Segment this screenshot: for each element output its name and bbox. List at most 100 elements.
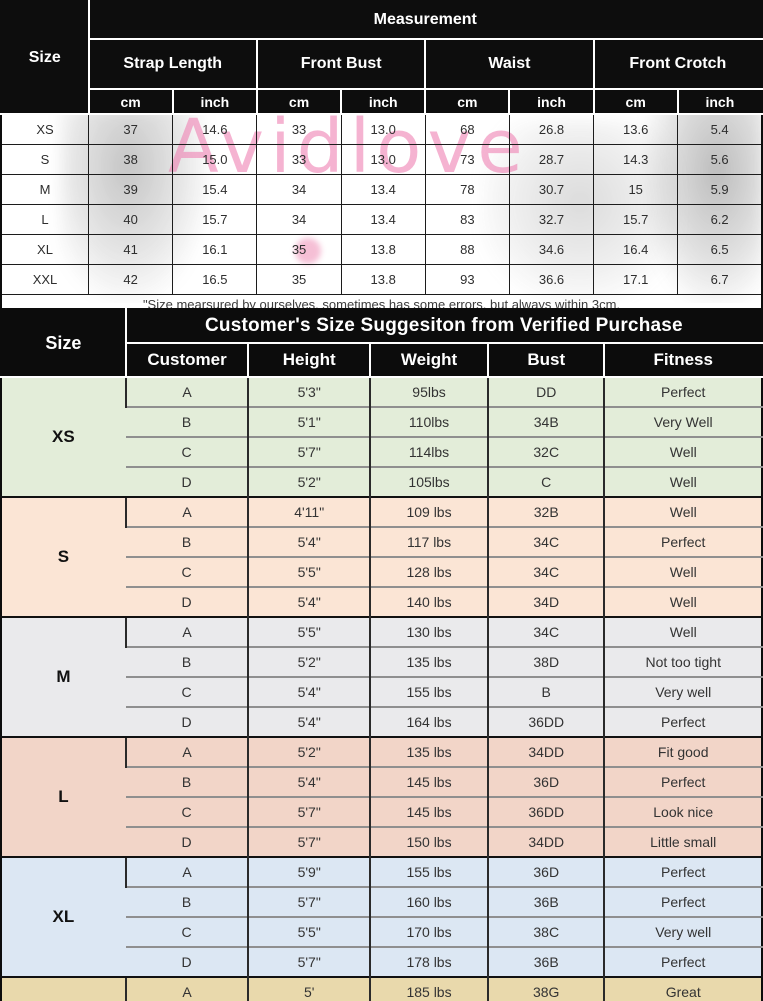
suggestion-value: Perfect <box>603 856 762 887</box>
suggestion-value: 5'7" <box>247 946 371 977</box>
suggestion-value: C <box>487 466 605 497</box>
measurement-header-row-1: Size Measurement <box>0 0 763 115</box>
suggestion-value: Perfect <box>603 706 762 737</box>
measurement-header-row-2: Strap Length Front Bust Waist Front Crot… <box>1 38 763 90</box>
suggestion-value: A <box>124 736 249 767</box>
suggestion-value: 36DD <box>487 796 605 827</box>
suggestion-value: 32B <box>487 496 605 527</box>
suggestion-value: D <box>125 706 249 737</box>
suggestion-header-row-1: Size Customer's Size Suggesiton from Ver… <box>0 308 763 378</box>
suggestion-row: B 5'1" 110lbs 34B Very Well <box>1 406 762 437</box>
suggestion-value: 5'2" <box>247 466 371 497</box>
suggestion-value: A <box>124 976 249 1001</box>
suggestion-value: Perfect <box>603 376 762 407</box>
suggestion-value: Well <box>603 556 762 587</box>
measurement-value: 73 <box>424 144 510 175</box>
suggestion-title: Customer's Size Suggesiton from Verified… <box>124 308 763 344</box>
suggestion-row: XL A 5'9" 155 lbs 36D Perfect <box>1 856 762 977</box>
suggestion-value: B <box>487 676 605 707</box>
suggestion-value: 38G <box>487 976 605 1001</box>
suggestion-value: 4'11" <box>247 496 371 527</box>
column-header-fitness: Fitness <box>603 342 763 378</box>
suggestion-value: 135 lbs <box>369 736 489 767</box>
suggestion-row: XS A 5'3" 95lbs DD Perfect <box>1 376 762 497</box>
size-label: L <box>1 736 126 857</box>
suggestion-row: S A 4'11" 109 lbs 32B Well <box>1 496 762 617</box>
measurement-value: 16.1 <box>172 234 258 265</box>
suggestion-value: 114lbs <box>369 436 489 467</box>
suggestion-row: C 5'5" 128 lbs 34C Well <box>1 556 762 587</box>
suggestion-value: 164 lbs <box>369 706 489 737</box>
suggestion-value: 34D <box>487 586 605 617</box>
size-label: M <box>0 174 89 205</box>
measurement-value: 68 <box>424 113 510 145</box>
measurement-value: 14.3 <box>593 144 679 175</box>
suggestion-row: C 5'5" 170 lbs 38C Very well <box>1 916 762 947</box>
suggestion-value: C <box>125 556 249 587</box>
measurement-value: 41 <box>87 234 174 265</box>
measurement-value: 33 <box>256 144 342 175</box>
size-label: XXL <box>0 264 89 295</box>
suggestion-value: 117 lbs <box>369 526 489 557</box>
suggestion-value: 128 lbs <box>369 556 489 587</box>
suggestion-value: 36D <box>487 856 605 887</box>
suggestion-value: 5'5" <box>247 916 371 947</box>
suggestion-value: 38D <box>487 646 605 677</box>
unit-header-inch: inch <box>508 88 595 115</box>
unit-header-cm: cm <box>87 88 174 115</box>
suggestion-value: 5'4" <box>247 526 371 557</box>
column-group-waist: Waist <box>424 38 595 90</box>
measurement-value: 5.9 <box>677 174 763 205</box>
size-label: M <box>1 616 126 737</box>
size-label: S <box>1 496 126 617</box>
suggestion-value: 145 lbs <box>369 796 489 827</box>
suggestion-row: D 5'4" 164 lbs 36DD Perfect <box>1 706 762 737</box>
measurement-value: 34 <box>256 174 342 205</box>
measurement-value: 32.7 <box>508 204 595 235</box>
suggestion-row: C 5'4" 155 lbs B Very well <box>1 676 762 707</box>
measurement-value: 40 <box>87 204 174 235</box>
suggestion-header-row-2: Customer Height Weight Bust Fitness <box>1 342 763 378</box>
measurement-value: 78 <box>424 174 510 205</box>
unit-header-cm: cm <box>424 88 511 115</box>
measurement-value: 33 <box>256 113 342 145</box>
suggestion-value: Fit good <box>603 736 762 767</box>
suggestion-value: A <box>124 856 249 887</box>
column-header-height: Height <box>247 342 372 378</box>
suggestion-row: C 5'7" 114lbs 32C Well <box>1 436 762 467</box>
suggestion-value: 150 lbs <box>369 826 489 857</box>
measurement-value: 93 <box>424 264 510 295</box>
suggestion-value: B <box>125 406 249 437</box>
suggestion-value: 34C <box>487 556 605 587</box>
suggestion-value: 5'2" <box>247 736 371 767</box>
suggestion-row: B 5'7" 160 lbs 36B Perfect <box>1 886 762 917</box>
suggestion-value: 5'4" <box>247 586 371 617</box>
measurement-value: 15.7 <box>172 204 258 235</box>
measurement-value: 88 <box>424 234 510 265</box>
suggestion-row: M A 5'5" 130 lbs 34C Well <box>1 616 762 737</box>
measurement-row: XL 41 16.1 35 13.8 88 34.6 16.4 6.5 <box>0 234 763 265</box>
suggestion-value: 34DD <box>487 736 605 767</box>
measurement-value: 30.7 <box>508 174 595 205</box>
measurement-value: 15.7 <box>593 204 679 235</box>
suggestion-value: C <box>125 436 249 467</box>
measurement-value: 16.4 <box>593 234 679 265</box>
suggestion-value: 36D <box>487 766 605 797</box>
suggestion-value: Look nice <box>603 796 762 827</box>
suggestion-value: Very Well <box>603 406 762 437</box>
unit-header-inch: inch <box>171 88 258 115</box>
suggestion-value: D <box>125 586 249 617</box>
suggestion-value: A <box>124 376 249 407</box>
suggestion-value: B <box>125 766 249 797</box>
suggestion-value: 140 lbs <box>369 586 489 617</box>
measurement-value: 15.4 <box>172 174 258 205</box>
suggestion-value: B <box>125 886 249 917</box>
suggestion-value: Well <box>603 586 762 617</box>
suggestion-value: 5'7" <box>247 826 371 857</box>
measurement-value: 15 <box>593 174 679 205</box>
measurement-value: 36.6 <box>508 264 595 295</box>
measurement-value: 13.8 <box>340 234 426 265</box>
measurement-value: 6.2 <box>677 204 763 235</box>
suggestion-value: 32C <box>487 436 605 467</box>
